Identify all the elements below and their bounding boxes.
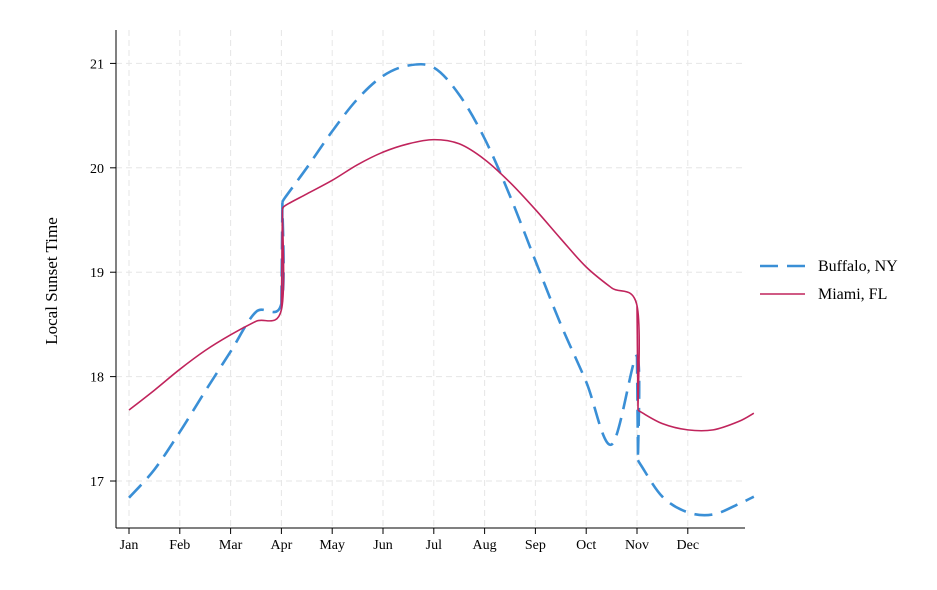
x-tick-label: Jul — [426, 538, 442, 553]
x-tick-label: Apr — [271, 538, 293, 553]
y-tick-label: 21 — [90, 57, 104, 72]
x-tick-label: Jun — [373, 538, 392, 553]
y-tick-label: 17 — [90, 475, 104, 490]
x-tick-label: Dec — [677, 538, 700, 553]
grid-lines — [116, 30, 745, 528]
x-tick-label: Oct — [576, 538, 596, 553]
x-tick-label: Feb — [169, 538, 190, 553]
legend-label: Buffalo, NY — [818, 258, 898, 275]
y-axis-title: Local Sunset Time — [42, 217, 61, 345]
x-tick-label: Aug — [473, 538, 497, 553]
series-lines — [128, 62, 755, 517]
x-tick-label: Nov — [625, 538, 649, 553]
axes — [115, 30, 745, 529]
legend-label: Miami, FL — [818, 286, 887, 303]
y-tick-label: 19 — [90, 266, 104, 281]
x-tick-label: Mar — [219, 538, 243, 553]
legend: Buffalo, NY Miami, FL — [760, 258, 898, 303]
series-line-miami-fl — [128, 138, 755, 432]
y-tick-label: 20 — [90, 162, 104, 177]
x-tick-label: May — [319, 538, 345, 553]
x-tick-label: Jan — [120, 538, 139, 553]
series-line-buffalo-ny — [128, 62, 755, 517]
axis-ticks: 17 18 19 20 21 Jan Feb Mar Apr May Jun Jul Aug Sep Oct… — [90, 57, 699, 553]
x-tick-label: Sep — [525, 538, 546, 553]
y-tick-label: 18 — [90, 371, 104, 386]
